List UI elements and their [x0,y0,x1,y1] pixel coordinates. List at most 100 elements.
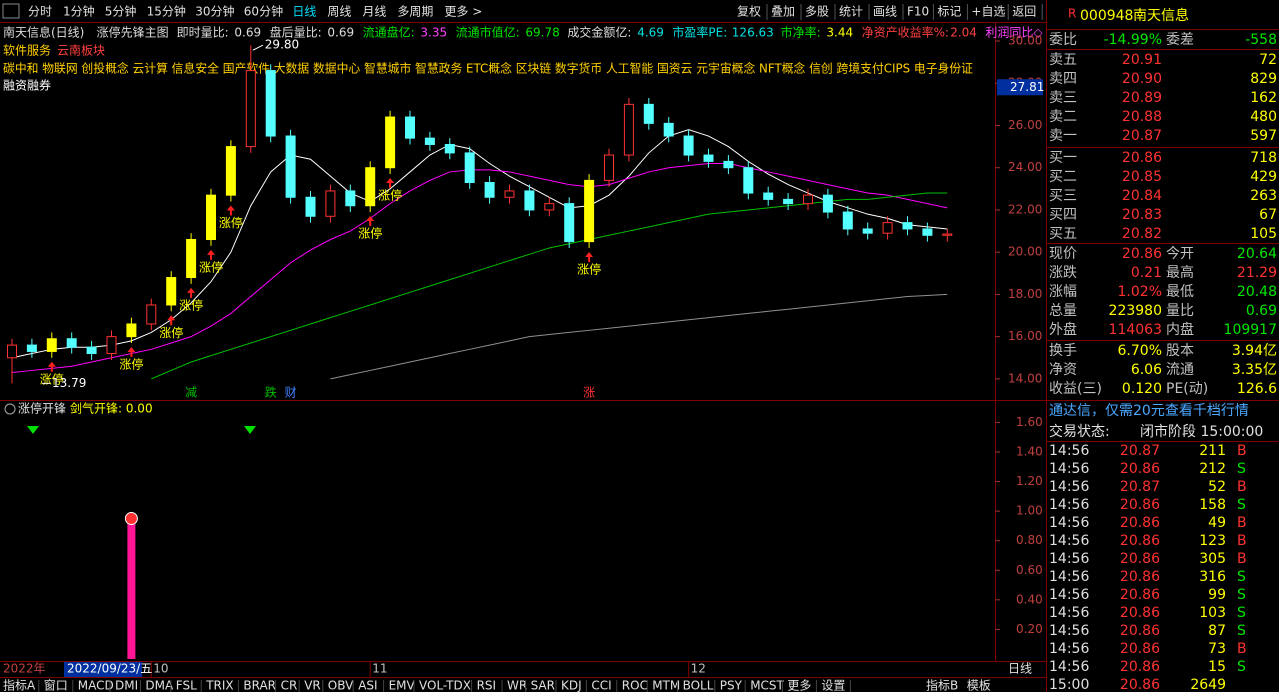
trade-side: S [1237,569,1246,585]
indicator-tab[interactable]: 指标B [926,678,958,692]
period-tab[interactable]: 月线 [362,5,386,19]
book-price: 20.90 [1122,71,1162,87]
indicator-tab[interactable]: VR [304,679,321,692]
book-label: 买四 [1049,207,1077,223]
quote-value: 114063 [1109,322,1162,338]
info-item: 126.63 [732,26,774,40]
trade-side: B [1237,443,1247,459]
info-item: 涨停先锋主图 [97,25,169,40]
trade-time: 14:56 [1049,623,1089,639]
indicator-tab[interactable]: DMA [145,679,174,692]
indicator-tab[interactable]: FSL [176,679,197,692]
info-item: 流通盘亿: [363,25,415,40]
label: 委差 [1166,32,1194,48]
indicator-tab[interactable]: PSY [720,679,743,692]
y-tick-label: 26.00 [1008,118,1042,132]
trade-time: 14:56 [1049,533,1089,549]
info-item: 净资产收益率%: [862,25,949,40]
book-label: 卖五 [1049,52,1077,68]
period-tab[interactable]: 分时 [28,5,52,19]
tool-button[interactable]: +自选 [971,5,1005,19]
tool-button[interactable]: 画线 [873,5,897,19]
tool-button[interactable]: 多股 [805,5,829,19]
indicator-tab[interactable]: SAR [531,679,555,692]
period-tab[interactable]: 日线 [292,5,316,19]
tool-button[interactable]: 统计 [839,5,863,19]
quote-value: 21.29 [1237,265,1277,281]
moving-average [11,129,948,359]
period-tab[interactable]: 多周期 [397,5,433,19]
indicator-tab[interactable]: ROC [622,679,648,692]
tool-button[interactable]: 返回 [1012,5,1036,19]
book-label: 卖三 [1049,90,1077,106]
tool-button[interactable]: 标记 [937,5,961,19]
indicator-tab[interactable]: DMI [115,679,138,692]
indicator-tab[interactable]: MACD [78,679,114,692]
indicator-tab[interactable]: 更多 [787,679,811,692]
cursor-price: 27.81 [1010,80,1044,94]
y-tick-label: 0.40 [1016,592,1043,606]
indicator-tab[interactable]: CR [281,679,298,692]
indicator-tab[interactable]: ASI [358,679,377,692]
moving-average [11,162,948,374]
indicator-tab[interactable]: WR [507,679,527,692]
limit-up-label: 涨停 [378,188,402,203]
period-tab[interactable]: 1分钟 [63,4,95,19]
indicator-icon[interactable] [4,403,16,415]
tool-button[interactable]: 叠加 [771,5,795,19]
candle-body [46,338,57,352]
period-tab[interactable]: 30分钟 [195,4,234,19]
menu-icon[interactable] [2,3,20,19]
trade-volume: 305 [1199,551,1226,567]
tool-button[interactable]: F10 [907,5,929,19]
candle-body [385,116,396,169]
indicator-tab[interactable]: BRAR [243,679,276,692]
indicator-tab[interactable]: RSI [477,679,497,692]
year-label: 2022年 [3,662,46,676]
date-label: 11 [372,662,387,676]
candle-body [902,222,913,230]
candle-body [484,181,495,198]
period-tab[interactable]: 15分钟 [147,4,186,19]
limit-arrow [585,251,594,262]
quote-value: 20.86 [1122,246,1162,262]
indicator-tab[interactable]: 指标A [3,678,36,692]
trade-side: B [1237,641,1247,657]
period-tab[interactable]: 更多 > [444,5,482,19]
trade-volume: 49 [1208,515,1226,531]
trade-price: 20.86 [1120,515,1160,531]
period-tab[interactable]: 60分钟 [244,4,283,19]
date-label: 12 [691,662,706,676]
indicator-tab[interactable]: TRIX [205,679,233,692]
indicator-tab[interactable]: CCI [591,679,611,692]
quote-value: 20.64 [1237,246,1277,262]
period-tab[interactable]: 5分钟 [105,4,137,19]
indicator-tab[interactable]: MTM [652,679,680,692]
period-tab[interactable]: 周线 [327,5,351,19]
indicator-tab[interactable]: BOLL [683,679,714,692]
indicator-tab[interactable]: KDJ [561,679,582,692]
indicator-tab[interactable]: 设置 [821,679,845,692]
indicator-tab[interactable]: 模板 [967,679,991,692]
indicator-tab[interactable]: EMV [389,679,416,692]
y-tick-label: 0.20 [1016,622,1043,636]
quote-value: 3.94亿 [1232,343,1277,359]
quote-value: 6.06 [1131,362,1162,378]
candle-body [86,346,97,355]
book-label: 买二 [1049,169,1077,185]
indicator-tab[interactable]: MCST [750,679,784,692]
tool-button[interactable]: 复权 [737,5,761,19]
trade-time: 14:56 [1049,497,1089,513]
quote-label: 最高 [1166,264,1194,281]
candle-body [206,194,216,241]
indicator-tab[interactable]: 窗口 [44,679,68,692]
min-label: 13.79 [52,376,86,390]
trade-price: 20.86 [1120,677,1160,692]
indicator-tab[interactable]: OBV [328,679,354,692]
trade-volume: 87 [1208,623,1226,639]
candle-body [285,135,296,198]
limit-arrow [47,361,56,372]
candle-body [365,167,376,207]
indicator-tab[interactable]: VOL-TDX [419,679,471,692]
ad-link[interactable]: 通达信，仅需20元查看千档行情 [1049,403,1249,419]
